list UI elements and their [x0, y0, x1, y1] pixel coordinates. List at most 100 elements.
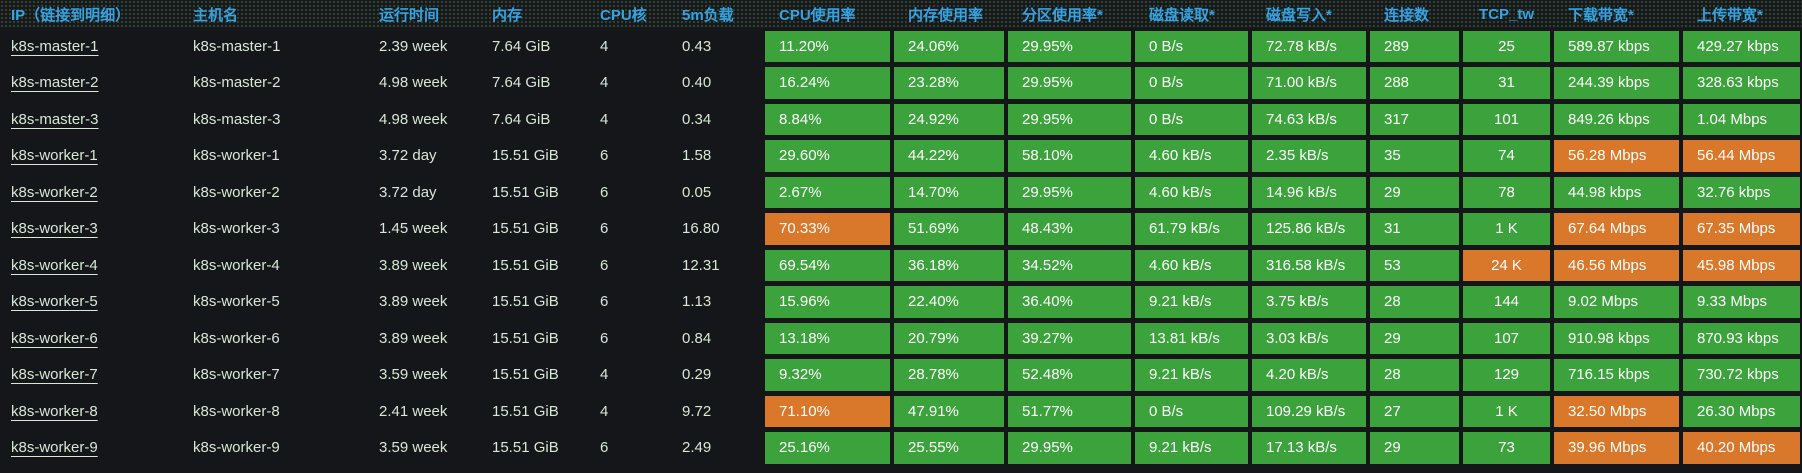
cell-download_bw-orange: 39.96 Mbps	[1552, 430, 1681, 467]
column-header-disk_read[interactable]: 磁盘读取*	[1149, 6, 1215, 24]
ip-link[interactable]: k8s-worker-2	[11, 183, 98, 201]
cpu_usage-value: 25.16%	[779, 439, 830, 457]
column-header-ip[interactable]: IP（链接到明细）	[11, 6, 131, 24]
cell-connections-green: 29	[1368, 320, 1461, 357]
cell-partition_usage-green: 29.95%	[1006, 65, 1133, 102]
cell-load_5m: 16.80	[682, 220, 720, 238]
ip-link[interactable]: k8s-worker-9	[11, 439, 98, 457]
column-header-memory[interactable]: 内存	[492, 6, 523, 24]
ip-link[interactable]: k8s-master-3	[11, 110, 99, 128]
cell-partition_usage-green: 34.52%	[1006, 247, 1133, 284]
cell-load_5m: 1.58	[682, 147, 712, 165]
table-row: k8s-worker-7 k8s-worker-7 3.59 week 15.51 G…	[0, 357, 1802, 394]
column-header-hostname[interactable]: 主机名	[193, 6, 239, 24]
cell-ip: k8s-worker-6	[0, 320, 185, 357]
mem_usage-value: 36.18%	[908, 256, 959, 274]
column-header-uptime[interactable]: 运行时间	[379, 6, 440, 24]
tcp_tw-value: 24 K	[1491, 256, 1522, 274]
cell-ip: k8s-worker-2	[0, 174, 185, 211]
column-header-cpu_cores[interactable]: CPU核	[600, 6, 647, 24]
cell-partition_usage-green: 29.95%	[1006, 430, 1133, 467]
ip-link[interactable]: k8s-master-2	[11, 74, 99, 92]
cell-mem_usage-green: 22.40%	[892, 284, 1006, 321]
cell-memory: 7.64 GiB	[492, 74, 551, 92]
column-header-partition_usage[interactable]: 分区使用率*	[1022, 6, 1103, 24]
cell-cpu_usage-green: 13.18%	[763, 320, 892, 357]
mem_usage-value: 25.55%	[908, 439, 959, 457]
ip-link[interactable]: k8s-worker-5	[11, 293, 98, 311]
cell-memory: 15.51 GiB	[492, 439, 559, 457]
disk_write-value: 3.03 kB/s	[1266, 329, 1329, 347]
cell-disk_write-green: 2.35 kB/s	[1250, 138, 1368, 175]
cell-disk_read-green: 9.21 kB/s	[1133, 357, 1250, 394]
column-header-disk_write[interactable]: 磁盘写入*	[1266, 6, 1332, 24]
download_bw-value: 44.98 kbps	[1568, 183, 1642, 201]
cell-download_bw-green: 716.15 kbps	[1552, 357, 1681, 394]
tcp_tw-value: 31	[1498, 74, 1515, 92]
column-header-cpu_usage[interactable]: CPU使用率	[779, 6, 856, 24]
column-header-tcp_tw[interactable]: TCP_tw	[1478, 5, 1534, 23]
cell-uptime: 3.89 week	[379, 256, 448, 274]
connections-value: 28	[1384, 366, 1401, 384]
cell-load_5m: 0.43	[682, 37, 712, 55]
cell-mem_usage-green: 23.28%	[892, 65, 1006, 102]
cell-connections-green: 53	[1368, 247, 1461, 284]
disk_read-value: 9.21 kB/s	[1149, 366, 1212, 384]
cpu_usage-value: 13.18%	[779, 329, 830, 347]
cell-partition_usage-green: 29.95%	[1006, 174, 1133, 211]
ip-link[interactable]: k8s-worker-4	[11, 256, 98, 274]
download_bw-value: 9.02 Mbps	[1568, 293, 1639, 311]
cell-tcp_tw-green: 78	[1461, 174, 1552, 211]
connections-value: 29	[1384, 439, 1401, 457]
partition_usage-value: 29.95%	[1022, 439, 1073, 457]
cell-upload_bw-orange: 40.20 Mbps	[1681, 430, 1802, 467]
mem_usage-value: 51.69%	[908, 220, 959, 238]
table-row: k8s-worker-3 k8s-worker-3 1.45 week 15.51 G…	[0, 211, 1802, 248]
cell-hostname: k8s-worker-7	[193, 366, 280, 384]
cell-load_5m: 2.49	[682, 439, 712, 457]
disk_write-value: 3.75 kB/s	[1266, 293, 1329, 311]
tcp_tw-value: 101	[1493, 110, 1520, 128]
ip-link[interactable]: k8s-worker-3	[11, 220, 98, 238]
upload_bw-value: 32.76 kbps	[1697, 183, 1771, 201]
cell-cpu_usage-green: 15.96%	[763, 284, 892, 321]
column-header-mem_usage[interactable]: 内存使用率	[908, 6, 984, 24]
cell-cpu_cores: 4	[600, 402, 609, 420]
cell-hostname: k8s-worker-8	[193, 402, 280, 420]
column-header-upload_bw[interactable]: 上传带宽*	[1697, 6, 1763, 24]
cell-load_5m: 0.29	[682, 366, 712, 384]
cell-upload_bw-green: 26.30 Mbps	[1681, 393, 1802, 430]
mem_usage-value: 24.92%	[908, 110, 959, 128]
upload_bw-value: 9.33 Mbps	[1697, 293, 1768, 311]
ip-link[interactable]: k8s-worker-7	[11, 366, 98, 384]
table-row: k8s-worker-2 k8s-worker-2 3.72 day 15.51 Gi…	[0, 174, 1802, 211]
cell-connections-green: 29	[1368, 430, 1461, 467]
tcp_tw-value: 107	[1493, 329, 1520, 347]
disk_write-value: 109.29 kB/s	[1266, 402, 1346, 420]
partition_usage-value: 58.10%	[1022, 147, 1073, 165]
ip-link[interactable]: k8s-worker-8	[11, 402, 98, 420]
upload_bw-value: 56.44 Mbps	[1697, 147, 1776, 165]
column-header-load_5m[interactable]: 5m负载	[682, 6, 734, 24]
column-header-connections[interactable]: 连接数	[1384, 6, 1430, 24]
disk_read-value: 0 B/s	[1149, 402, 1184, 420]
cell-upload_bw-green: 730.72 kbps	[1681, 357, 1802, 394]
cell-cpu_cores: 6	[600, 183, 609, 201]
cell-upload_bw-green: 32.76 kbps	[1681, 174, 1802, 211]
cell-connections-green: 27	[1368, 393, 1461, 430]
cell-ip: k8s-worker-8	[0, 393, 185, 430]
disk_write-value: 71.00 kB/s	[1266, 74, 1337, 92]
cell-partition_usage-green: 36.40%	[1006, 284, 1133, 321]
cell-download_bw-green: 44.98 kbps	[1552, 174, 1681, 211]
ip-link[interactable]: k8s-worker-1	[11, 147, 98, 165]
ip-link[interactable]: k8s-worker-6	[11, 329, 98, 347]
ip-link[interactable]: k8s-master-1	[11, 37, 99, 55]
column-header-download_bw[interactable]: 下载带宽*	[1568, 6, 1634, 24]
cell-upload_bw-green: 9.33 Mbps	[1681, 284, 1802, 321]
cell-cpu_usage-green: 11.20%	[763, 28, 892, 65]
cell-disk_write-green: 125.86 kB/s	[1250, 211, 1368, 248]
cell-disk_read-green: 9.21 kB/s	[1133, 430, 1250, 467]
disk_write-value: 125.86 kB/s	[1266, 220, 1346, 238]
cell-partition_usage-green: 29.95%	[1006, 28, 1133, 65]
cell-mem_usage-green: 24.92%	[892, 101, 1006, 138]
